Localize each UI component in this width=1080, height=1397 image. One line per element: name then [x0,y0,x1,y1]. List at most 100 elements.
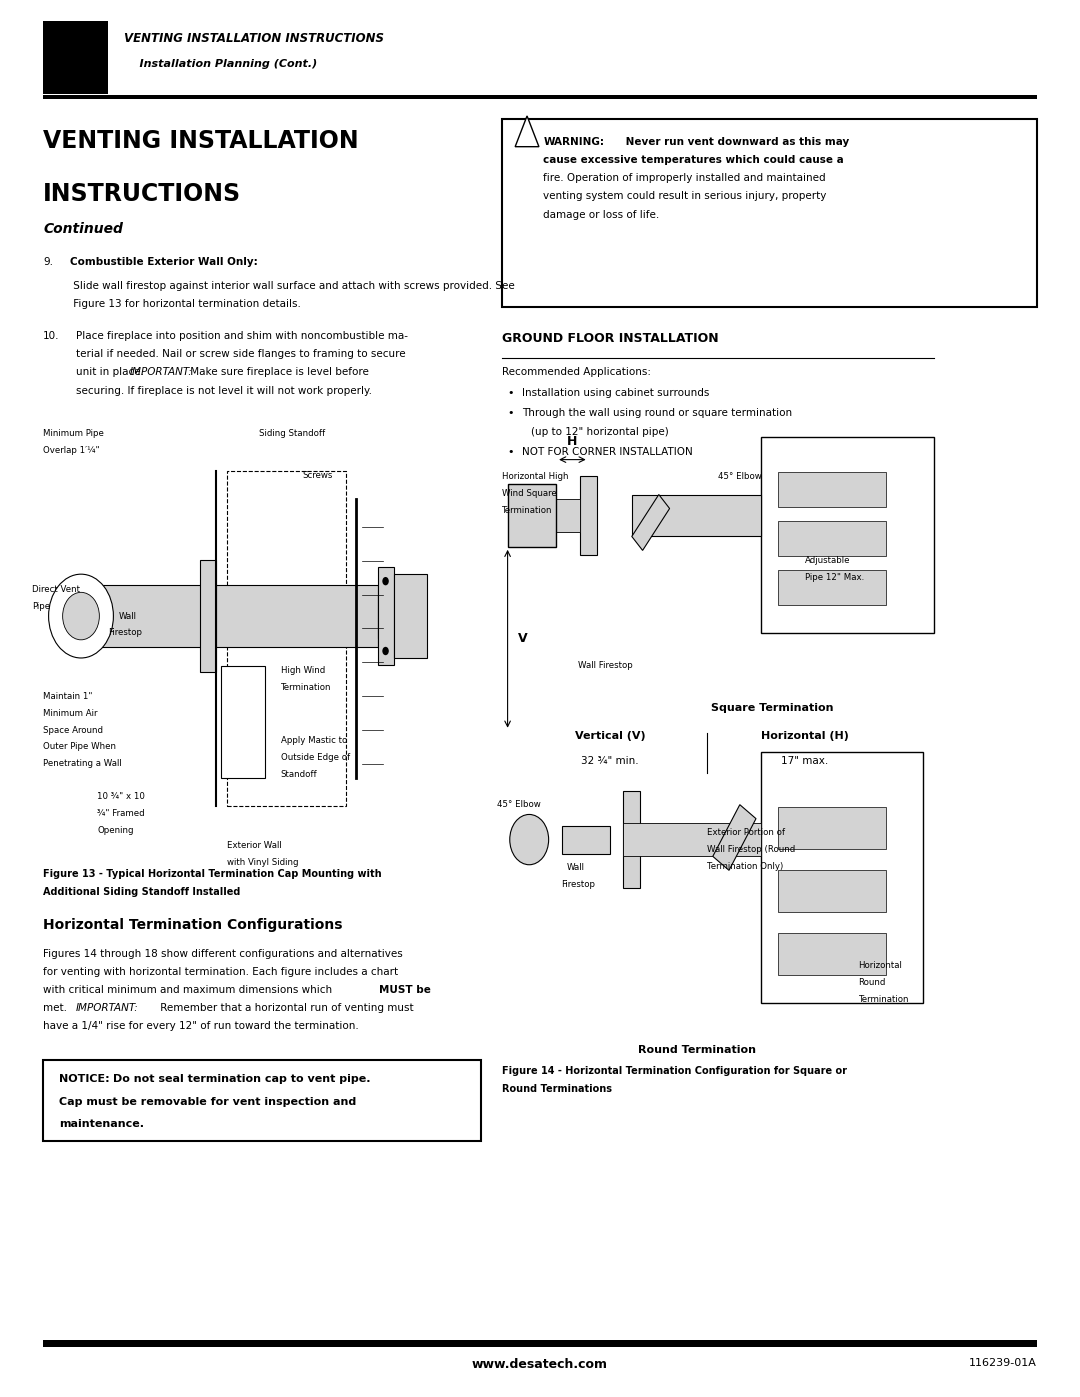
Text: INSTRUCTIONS: INSTRUCTIONS [43,182,241,205]
Text: 10.: 10. [43,331,59,341]
Text: Screws: Screws [302,471,333,479]
Text: Minimum Pipe: Minimum Pipe [43,429,104,437]
Bar [761,437,934,633]
Bar [623,823,761,856]
Text: Through the wall using round or square termination: Through the wall using round or square t… [522,408,792,418]
Text: WARNING:: WARNING: [543,137,604,147]
Text: VENTING INSTALLATION INSTRUCTIONS: VENTING INSTALLATION INSTRUCTIONS [124,32,384,45]
Text: Wall: Wall [119,612,137,620]
Text: venting system could result in serious injury, property: venting system could result in serious i… [543,191,826,201]
Bar [778,570,886,605]
Text: Exterior Portion of: Exterior Portion of [707,828,785,837]
Text: Horizontal Termination Configurations: Horizontal Termination Configurations [43,918,342,932]
Text: Firestop: Firestop [562,880,595,888]
Text: for venting with horizontal termination. Each figure includes a chart: for venting with horizontal termination.… [43,967,399,977]
Text: Siding Standoff: Siding Standoff [259,429,325,437]
Text: Termination: Termination [859,995,909,1003]
Bar [778,472,886,507]
Text: Wall: Wall [567,863,585,872]
Bar [200,560,216,672]
Bar [562,826,610,854]
Text: 10 ¾" x 10: 10 ¾" x 10 [97,792,145,800]
Text: (up to 12" horizontal pipe): (up to 12" horizontal pipe) [518,427,670,437]
Polygon shape [515,116,539,147]
Text: securing. If fireplace is not level it will not work properly.: securing. If fireplace is not level it w… [76,386,372,395]
Text: cause excessive temperatures which could cause a: cause excessive temperatures which could… [543,155,843,165]
Circle shape [49,574,113,658]
Text: NOT FOR CORNER INSTALLATION: NOT FOR CORNER INSTALLATION [522,447,692,457]
Text: Place fireplace into position and shim with noncombustible ma-: Place fireplace into position and shim w… [76,331,407,341]
Text: Pipe 12" Max.: Pipe 12" Max. [805,573,864,581]
Text: Direct Vent: Direct Vent [32,585,80,594]
Bar [394,574,427,658]
Text: Horizontal: Horizontal [859,961,903,970]
Text: 10: 10 [60,47,91,67]
Bar [524,499,580,532]
Text: Apply Mastic to: Apply Mastic to [281,736,347,745]
Text: Outer Pipe When: Outer Pipe When [43,742,117,752]
Text: have a 1/4" rise for every 12" of run toward the termination.: have a 1/4" rise for every 12" of run to… [43,1021,359,1031]
Polygon shape [632,495,670,550]
Text: GROUND FLOOR INSTALLATION: GROUND FLOOR INSTALLATION [502,332,719,345]
Text: Standoff: Standoff [281,770,318,778]
Text: •: • [508,408,514,418]
Text: Wind Square: Wind Square [502,489,557,497]
Text: unit in place.: unit in place. [76,367,147,377]
Text: Figure 13 for horizontal termination details.: Figure 13 for horizontal termination det… [70,299,301,309]
Text: Minimum Air: Minimum Air [43,708,97,718]
Text: Termination: Termination [281,683,332,692]
Text: IMPORTANT:: IMPORTANT: [76,1003,138,1013]
Text: 17" max.: 17" max. [781,756,828,766]
Text: Adjustable: Adjustable [805,556,850,564]
Text: Round Termination: Round Termination [637,1045,756,1055]
Text: Outside Edge of: Outside Edge of [281,753,350,761]
Text: Figure 13 - Typical Horizontal Termination Cap Mounting with: Figure 13 - Typical Horizontal Terminati… [43,869,382,879]
Text: Wall Firestop (Round: Wall Firestop (Round [707,845,796,854]
Bar [43,415,470,862]
Bar [778,807,886,849]
Text: Exterior Wall: Exterior Wall [227,841,282,849]
Text: fire. Operation of improperly installed and maintained: fire. Operation of improperly installed … [543,173,826,183]
Text: Round Terminations: Round Terminations [502,1084,612,1094]
Bar [221,666,265,778]
Text: Do not seal termination cap to vent pipe.: Do not seal termination cap to vent pipe… [113,1074,370,1084]
Circle shape [510,814,549,865]
Text: V: V [518,633,528,645]
Text: Remember that a horizontal run of venting must: Remember that a horizontal run of ventin… [157,1003,414,1013]
Text: Make sure fireplace is level before: Make sure fireplace is level before [187,367,368,377]
Text: High Wind: High Wind [281,666,325,675]
Text: ¾" Framed: ¾" Framed [97,809,145,817]
Text: NOTICE:: NOTICE: [59,1074,113,1084]
Text: Cap must be removable for vent inspection and: Cap must be removable for vent inspectio… [59,1097,356,1106]
Bar [43,95,1037,99]
Text: Additional Siding Standoff Installed: Additional Siding Standoff Installed [43,887,241,897]
Text: Combustible Exterior Wall Only:: Combustible Exterior Wall Only: [70,257,258,267]
Text: Vertical (V): Vertical (V) [575,731,646,740]
Text: Pipe: Pipe [32,602,51,610]
Text: Termination Only): Termination Only) [707,862,784,870]
Text: 9.: 9. [43,257,53,267]
Bar [378,567,394,665]
Text: terial if needed. Nail or screw side flanges to framing to secure: terial if needed. Nail or screw side fla… [76,349,405,359]
Text: Maintain 1": Maintain 1" [43,692,93,701]
Text: H: H [567,436,578,448]
Text: Slide wall firestop against interior wall surface and attach with screws provide: Slide wall firestop against interior wal… [70,281,515,291]
Text: 45° Elbow: 45° Elbow [497,800,541,809]
Text: Space Around: Space Around [43,725,104,735]
Bar [43,1340,1037,1347]
Text: Termination: Termination [502,506,553,514]
Bar [623,791,640,888]
Text: Horizontal (H): Horizontal (H) [760,731,849,740]
Text: Penetrating a Wall: Penetrating a Wall [43,759,122,768]
Text: IMPORTANT:: IMPORTANT: [130,367,192,377]
Text: Figures 14 through 18 show different configurations and alternatives: Figures 14 through 18 show different con… [43,949,403,958]
Bar [65,585,378,647]
Circle shape [382,647,389,655]
Text: Recommended Applications:: Recommended Applications: [502,367,651,377]
Text: Figure 14 - Horizontal Termination Configuration for Square or: Figure 14 - Horizontal Termination Confi… [502,1066,847,1076]
Bar [632,495,761,536]
Text: Square Termination: Square Termination [711,703,834,712]
Circle shape [382,577,389,585]
Text: MUST be: MUST be [379,985,431,995]
Text: Firestop: Firestop [108,629,141,637]
